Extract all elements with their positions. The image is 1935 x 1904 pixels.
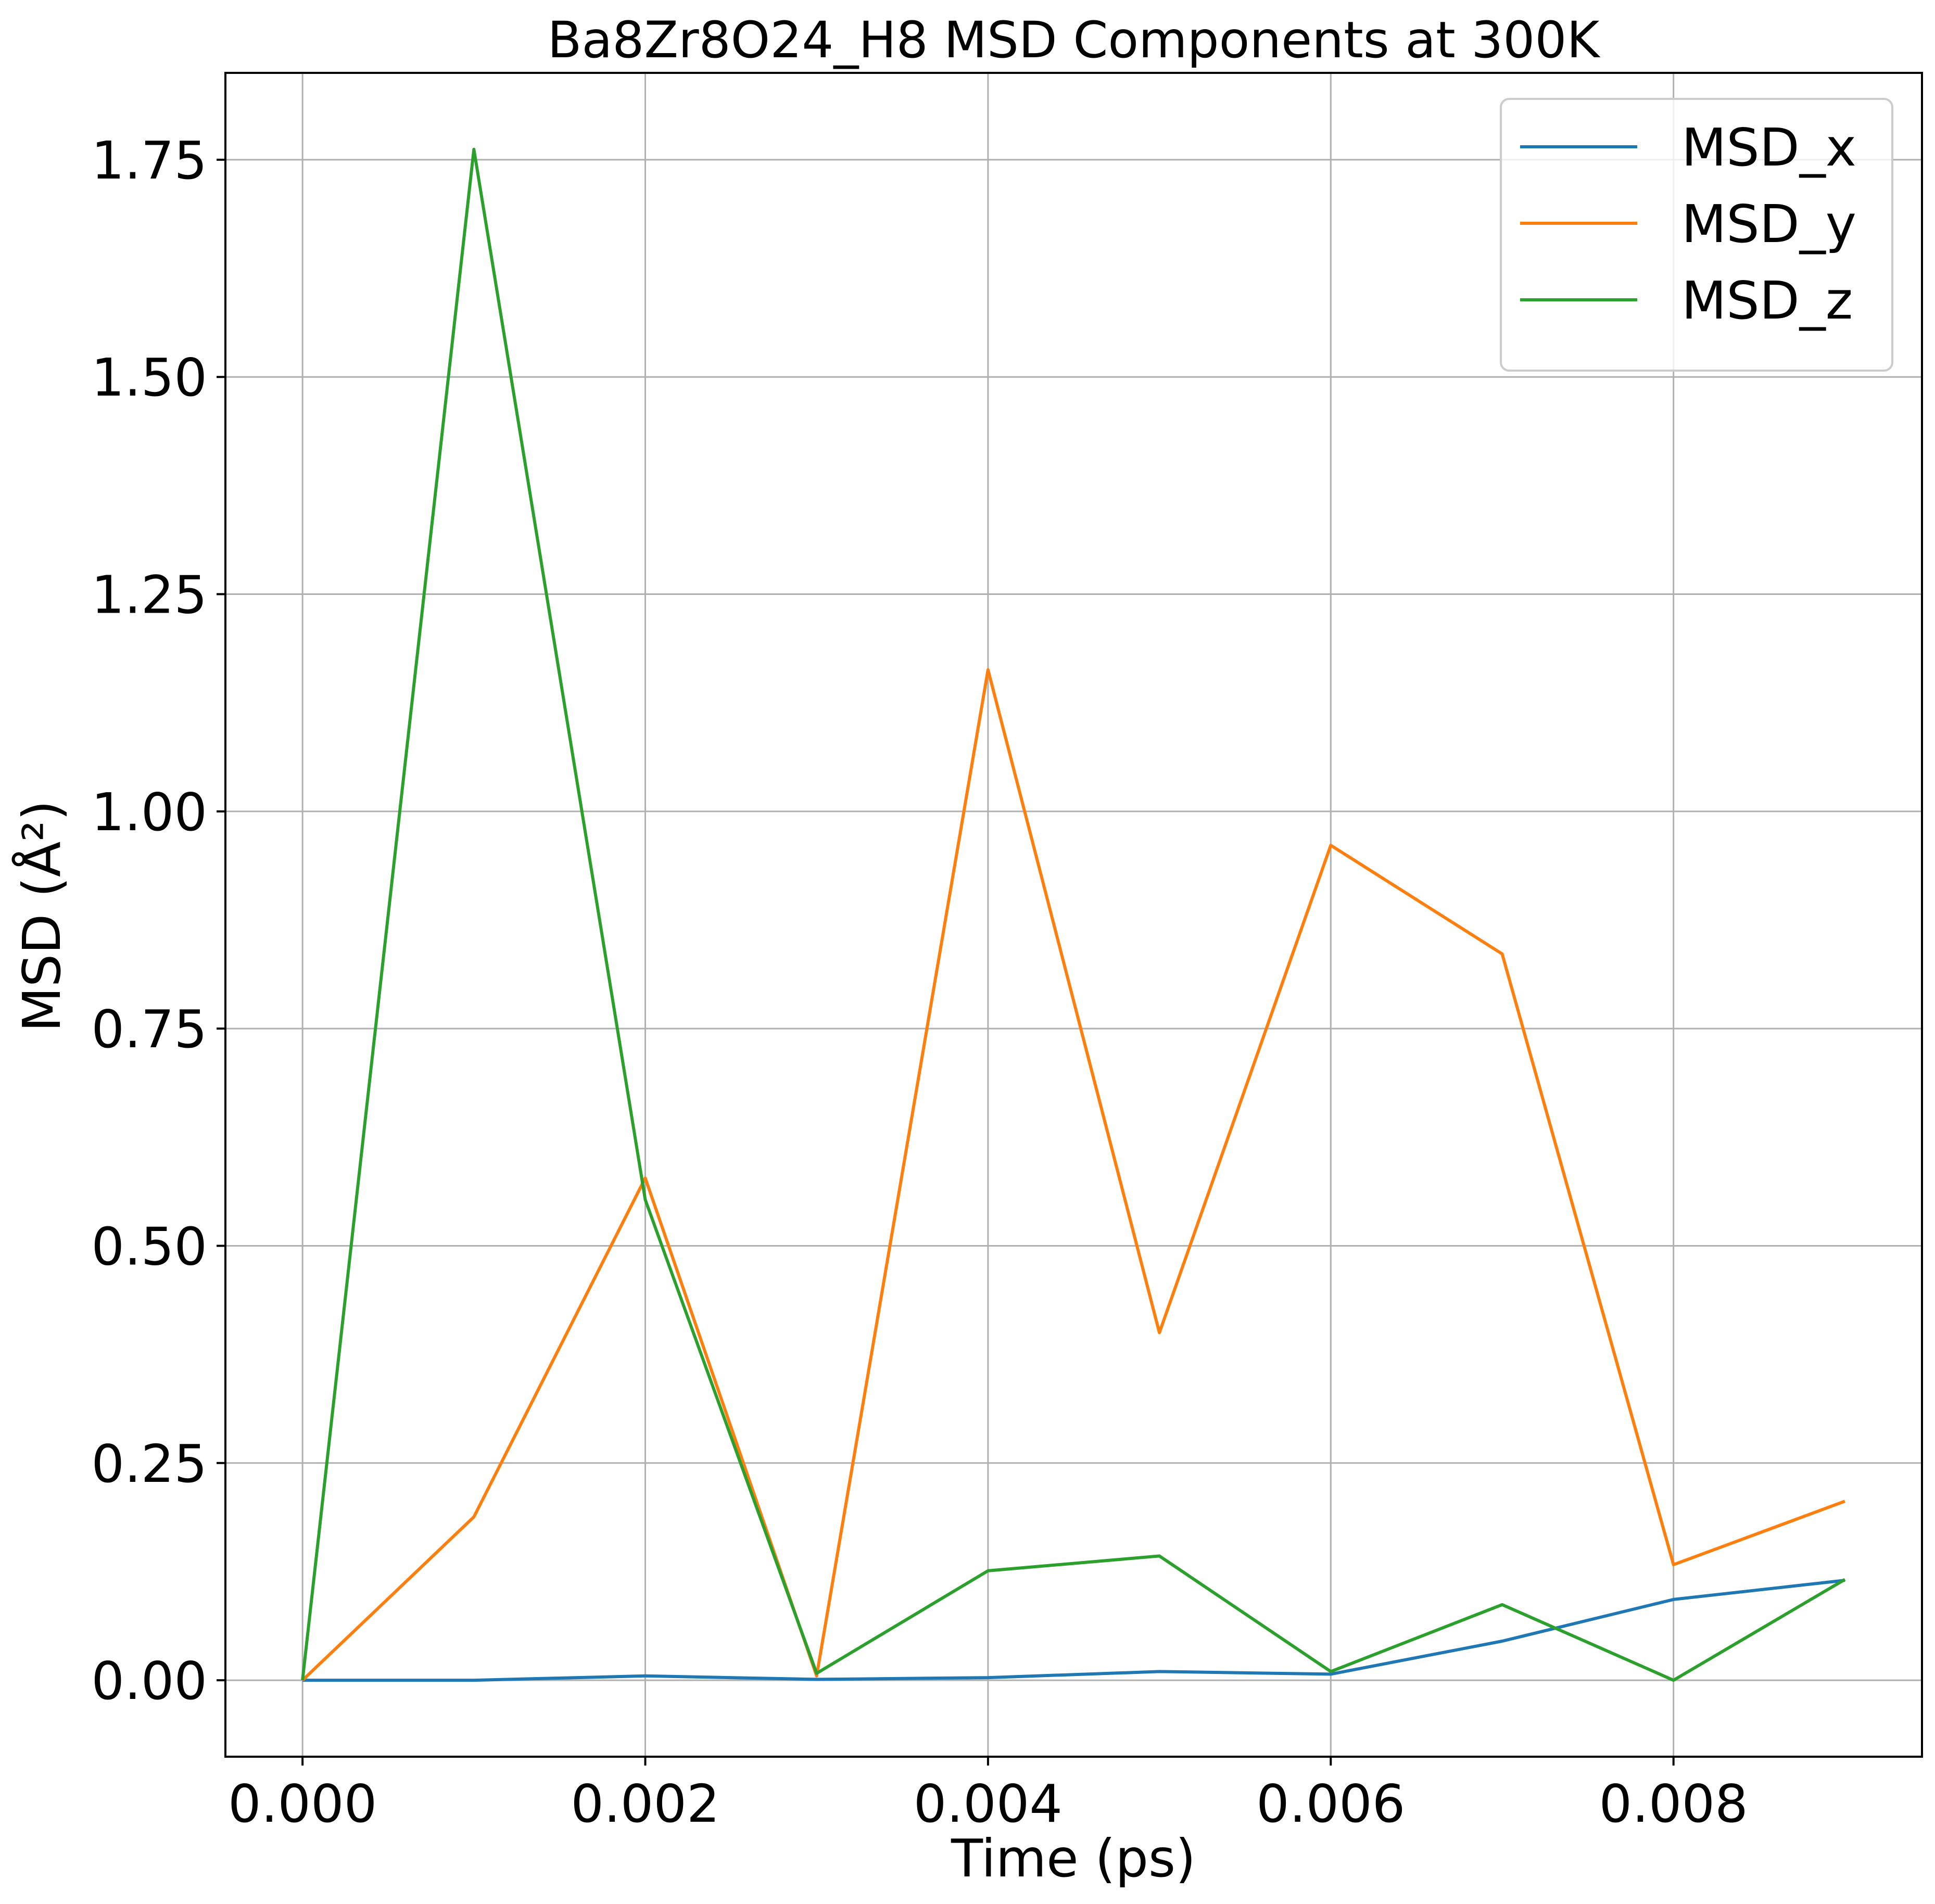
y-tick-label: 0.25 — [91, 1433, 207, 1494]
legend-label: MSD_x — [1681, 117, 1856, 178]
y-tick-label: 1.50 — [91, 347, 207, 408]
y-tick-label: 0.75 — [91, 999, 207, 1060]
legend-entries: MSD_x MSD_y MSD_z — [1520, 117, 1856, 331]
series-line-msd-x — [302, 1579, 1845, 1682]
x-tick-label: 0.006 — [1256, 1773, 1405, 1834]
legend-box — [1500, 98, 1893, 372]
legend: MSD_x MSD_y MSD_z — [1500, 98, 1893, 372]
x-axis-label: Time (ps) — [951, 1828, 1196, 1889]
series-lines — [301, 147, 1846, 1682]
y-tick-label: 0.00 — [91, 1651, 207, 1711]
series-line-msd-z — [301, 147, 1846, 1682]
x-tick-label: 0.008 — [1599, 1773, 1748, 1834]
y-tick-label: 0.50 — [91, 1216, 207, 1277]
legend-label: MSD_z — [1681, 270, 1853, 331]
axis-ticks: 0.000 0.002 0.004 0.006 0.008 0.00 0.25 0.50 0.7… — [91, 130, 1748, 1834]
series-line-msd-y — [301, 668, 1845, 1682]
y-axis-label: MSD (Å²) — [11, 800, 72, 1032]
chart-title: Ba8Zr8O24_H8 MSD Components at 300K — [548, 11, 1601, 69]
plot-frame — [224, 72, 1923, 1758]
y-tick-label: 1.00 — [91, 782, 207, 843]
x-tick-label: 0.002 — [571, 1773, 719, 1834]
x-tick-label: 0.004 — [914, 1773, 1063, 1834]
x-tick-label: 0.000 — [228, 1773, 377, 1834]
y-tick-label: 1.25 — [91, 565, 207, 626]
legend-label: MSD_y — [1681, 194, 1856, 255]
y-tick-label: 1.75 — [91, 130, 207, 191]
grid — [225, 73, 1922, 1757]
